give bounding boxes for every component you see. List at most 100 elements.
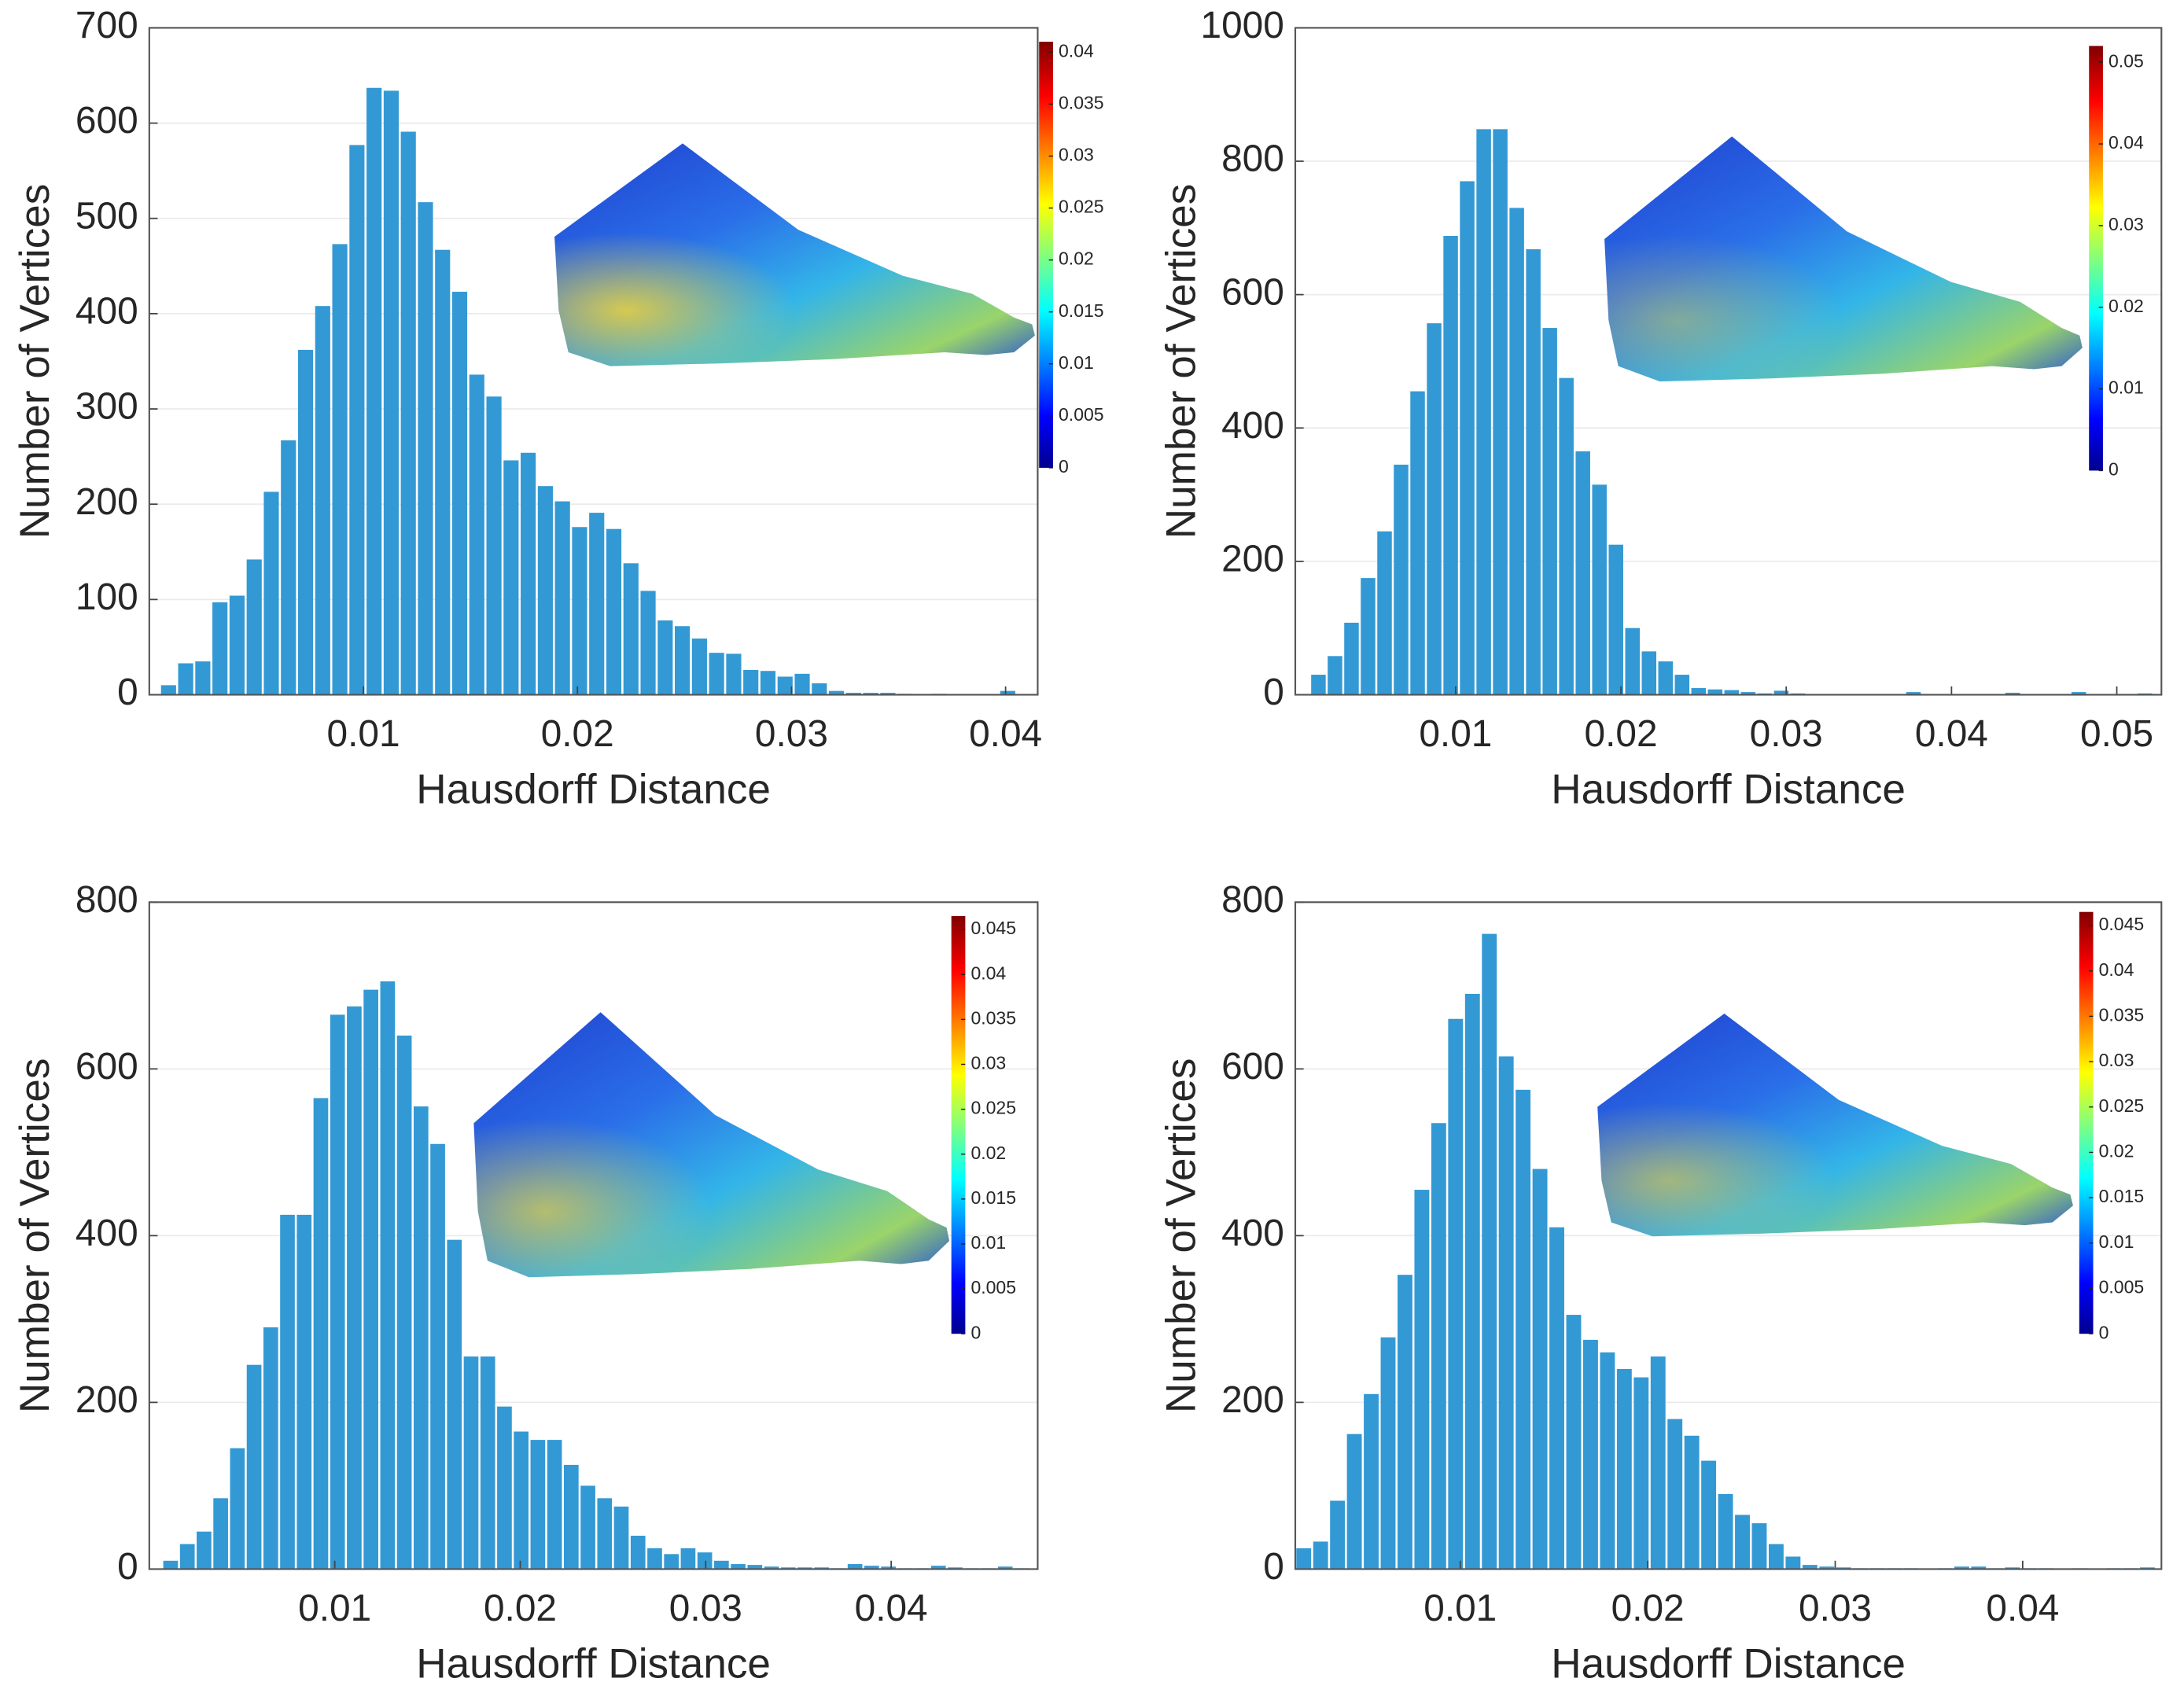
bar (547, 1440, 562, 1570)
colorbar-tick-label: 0.025 (1059, 197, 1104, 217)
plot-frame (148, 901, 1039, 1570)
x-tick-label: 0.02 (1585, 713, 1658, 755)
bar (383, 90, 399, 695)
bar (640, 591, 656, 695)
y-tick-label: 600 (76, 100, 138, 142)
bar (764, 1566, 779, 1570)
bar (1768, 1544, 1784, 1570)
bar (1526, 248, 1541, 695)
bar (572, 527, 587, 695)
y-tick-label: 100 (76, 576, 138, 618)
x-tick-label: 0.03 (1750, 713, 1823, 755)
bar (1751, 1523, 1767, 1570)
y-tick-label: 400 (76, 291, 138, 333)
bar (1394, 464, 1409, 695)
bar (709, 653, 724, 695)
bar (469, 374, 484, 695)
bar (1724, 690, 1740, 695)
bar (418, 202, 433, 695)
colorbar-tick-label: 0 (970, 1322, 981, 1342)
x-tick-label: 0.03 (1799, 1588, 1872, 1629)
bar (281, 440, 296, 695)
bar (230, 1448, 245, 1570)
bar (1346, 1434, 1362, 1570)
y-tick-label: 200 (76, 1379, 138, 1421)
bar (212, 602, 228, 695)
x-axis-label: Hausdorff Distance (416, 1640, 771, 1687)
bar (847, 1564, 863, 1570)
bar (297, 349, 314, 695)
bar (794, 673, 810, 695)
bar (197, 1531, 212, 1570)
bar (380, 981, 396, 1570)
y-tick-label: 600 (76, 1046, 138, 1088)
bar (657, 620, 673, 695)
colorbar-tick-label: 0.05 (2108, 50, 2144, 71)
colorbar-tick-label: 0.03 (2108, 214, 2144, 234)
bar (1464, 993, 1480, 1570)
colorbar-tick-label: 0.01 (2099, 1231, 2134, 1252)
bar (1684, 1435, 1700, 1570)
bar (1819, 1566, 1835, 1570)
bar (229, 595, 245, 695)
x-tick-label: 0.03 (755, 713, 828, 755)
bar (1707, 689, 1723, 695)
bar (1625, 628, 1640, 695)
bar (1414, 1190, 1430, 1570)
bar (163, 1560, 179, 1570)
bar (1773, 690, 1789, 695)
y-axis-label: Number of Vertices (1158, 184, 1204, 539)
bar (864, 1566, 879, 1570)
bar (1954, 1566, 1969, 1570)
bar (480, 1356, 495, 1570)
x-axis-label: Hausdorff Distance (1551, 1640, 1906, 1687)
y-axis-label: Number of Vertices (12, 1058, 58, 1414)
colorbar-tick-label: 0.01 (970, 1232, 1006, 1253)
bar (347, 1006, 362, 1570)
bar (1532, 1169, 1548, 1570)
bar (845, 693, 861, 695)
bar (451, 292, 468, 695)
bar (178, 663, 193, 695)
bar (623, 563, 639, 695)
bar (1691, 688, 1707, 695)
y-tick-label: 700 (76, 5, 138, 46)
bar (530, 1440, 546, 1570)
bar (1667, 1419, 1683, 1570)
bar (1971, 1566, 1987, 1570)
bar (1448, 1018, 1464, 1570)
y-tick-label: 400 (76, 1213, 138, 1254)
bar (1476, 129, 1491, 695)
bar (463, 1356, 479, 1570)
y-tick-label: 200 (76, 481, 138, 523)
y-tick-label: 1000 (1200, 5, 1284, 46)
bar (497, 1406, 512, 1570)
colorbar-tick-label: 0.015 (1059, 300, 1104, 321)
y-tick-label: 0 (1263, 672, 1284, 713)
y-tick-label: 600 (1221, 271, 1284, 313)
bar (1559, 377, 1574, 695)
bar (1658, 661, 1674, 695)
x-tick-label: 0.04 (969, 713, 1042, 755)
y-tick-label: 0 (1263, 1546, 1284, 1588)
y-axis-label: Number of Vertices (12, 184, 58, 539)
colorbar-tick-label: 0 (1059, 456, 1069, 477)
colorbar-tick-label: 0.03 (1059, 145, 1094, 165)
bar (1592, 484, 1607, 695)
bar (564, 1464, 579, 1570)
x-axis-label: Hausdorff Distance (416, 766, 771, 812)
y-tick-label: 800 (1221, 138, 1284, 180)
bar (613, 1506, 629, 1570)
bar (1802, 1565, 1818, 1570)
colorbar-tick-label: 0.005 (970, 1277, 1016, 1297)
bar (1674, 675, 1690, 695)
bar (829, 690, 845, 695)
colorbar-tick-label: 0.02 (2108, 296, 2144, 316)
bar (1313, 1541, 1328, 1570)
bar (597, 1498, 613, 1570)
y-tick-label: 500 (76, 195, 138, 237)
y-tick-label: 800 (76, 879, 138, 921)
bar (1616, 1368, 1632, 1570)
